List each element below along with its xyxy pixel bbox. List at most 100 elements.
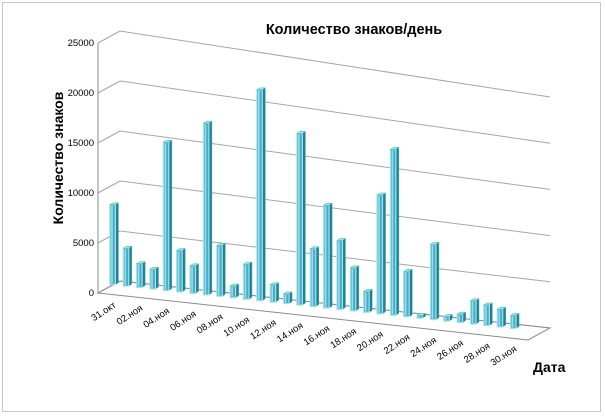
bar-highlight <box>391 150 394 315</box>
y-tick-label: 10000 <box>68 188 94 199</box>
bar-highlight <box>204 124 207 294</box>
bar-highlight <box>298 134 300 305</box>
bar <box>149 266 160 290</box>
bar <box>269 282 280 303</box>
bar-top <box>509 313 520 316</box>
x-tick-label: 02.ноя <box>115 303 145 328</box>
y-tick-label: 15000 <box>68 138 94 149</box>
bar-highlight <box>151 270 153 288</box>
bar <box>402 268 414 318</box>
bar-highlight <box>404 272 407 316</box>
y-axis-label: Количество знаков <box>50 91 66 224</box>
bar <box>362 288 373 313</box>
bar <box>229 283 240 299</box>
y-tick-label: 5000 <box>73 238 94 249</box>
bar <box>349 265 360 312</box>
bar <box>469 298 480 325</box>
bar-top <box>376 192 387 196</box>
bar-highlight <box>258 90 260 300</box>
bar-top <box>416 313 427 316</box>
bar-top <box>109 202 120 206</box>
bar-top <box>309 246 320 250</box>
bar <box>496 306 507 328</box>
bar-top <box>256 87 267 91</box>
bar <box>389 146 400 316</box>
bar-highlight <box>284 294 287 303</box>
bar-highlight <box>511 316 514 328</box>
bar-top <box>135 261 146 264</box>
bar-top <box>496 307 507 310</box>
gridline <box>119 130 551 190</box>
gridline <box>119 230 551 283</box>
x-tick-label: 28.ноя <box>462 341 492 366</box>
bar-highlight <box>191 266 193 293</box>
bar-top <box>362 289 373 292</box>
side-gridline <box>97 180 121 194</box>
bar-top <box>189 263 200 267</box>
x-tick-label: 26.ноя <box>435 338 465 363</box>
bar <box>109 202 120 286</box>
bar-highlight <box>431 245 434 319</box>
bar-top <box>469 298 480 301</box>
bar <box>509 312 520 329</box>
side-gridline <box>97 80 121 94</box>
bar-highlight <box>271 285 273 302</box>
bar-highlight <box>244 265 247 299</box>
bar-top <box>483 302 494 306</box>
x-tick-label: 18.ноя <box>328 326 358 351</box>
x-tick-label: 22.ноя <box>382 332 412 357</box>
chart-title: Количество знаков/день <box>266 22 442 38</box>
x-axis-label: Дата <box>533 359 566 375</box>
x-tick-labels: 31.окт02.ноя04.ноя06.ноя08.ноя10.ноя12.н… <box>90 300 519 369</box>
x-tick-label: 12.ноя <box>248 317 278 342</box>
bar <box>429 241 440 321</box>
bar-top <box>175 248 187 251</box>
bar <box>309 246 320 308</box>
bar <box>456 311 467 324</box>
bar-top <box>349 265 360 269</box>
bar-highlight <box>418 316 420 318</box>
bar <box>122 245 133 287</box>
x-tick-label: 08.ноя <box>195 312 225 337</box>
bar-highlight <box>111 205 113 284</box>
bar-highlight <box>444 317 447 321</box>
bar-top <box>322 203 333 206</box>
bar-highlight <box>231 287 233 297</box>
y-tick-label: 0 <box>89 288 94 299</box>
bar-highlight <box>471 301 474 324</box>
bar <box>162 139 173 292</box>
y-tick-labels: 0 5000 10000 15000 20000 25000 <box>68 38 94 299</box>
bar-highlight <box>485 305 487 325</box>
bar-top <box>429 242 440 245</box>
bar <box>242 261 253 300</box>
bar <box>296 130 307 306</box>
bar-highlight <box>324 206 327 307</box>
bar-top <box>215 243 227 246</box>
bar <box>376 192 387 315</box>
bar <box>175 248 187 293</box>
y-tick-label: 25000 <box>68 38 94 49</box>
x-tick-label: 30.ноя <box>489 344 519 369</box>
bar-top <box>269 282 280 285</box>
x-tick-label: 20.ноя <box>355 329 385 354</box>
bar <box>322 202 333 309</box>
bars <box>109 87 520 329</box>
bar-top <box>149 266 160 270</box>
side-gridline <box>97 130 121 144</box>
bar-top <box>336 238 347 241</box>
x-tick-label: 31.окт <box>90 300 119 324</box>
bar-top <box>389 147 400 150</box>
bar <box>202 120 213 296</box>
bar-top <box>122 246 133 249</box>
y-tick-label: 20000 <box>68 88 94 99</box>
bar <box>336 238 347 311</box>
bar-top <box>402 269 414 272</box>
bar <box>215 242 227 297</box>
bar-highlight <box>351 268 354 310</box>
bar-highlight <box>164 143 167 290</box>
bar-highlight <box>137 264 140 287</box>
bar <box>282 291 293 305</box>
bar <box>416 312 427 319</box>
bar-top <box>296 131 307 134</box>
